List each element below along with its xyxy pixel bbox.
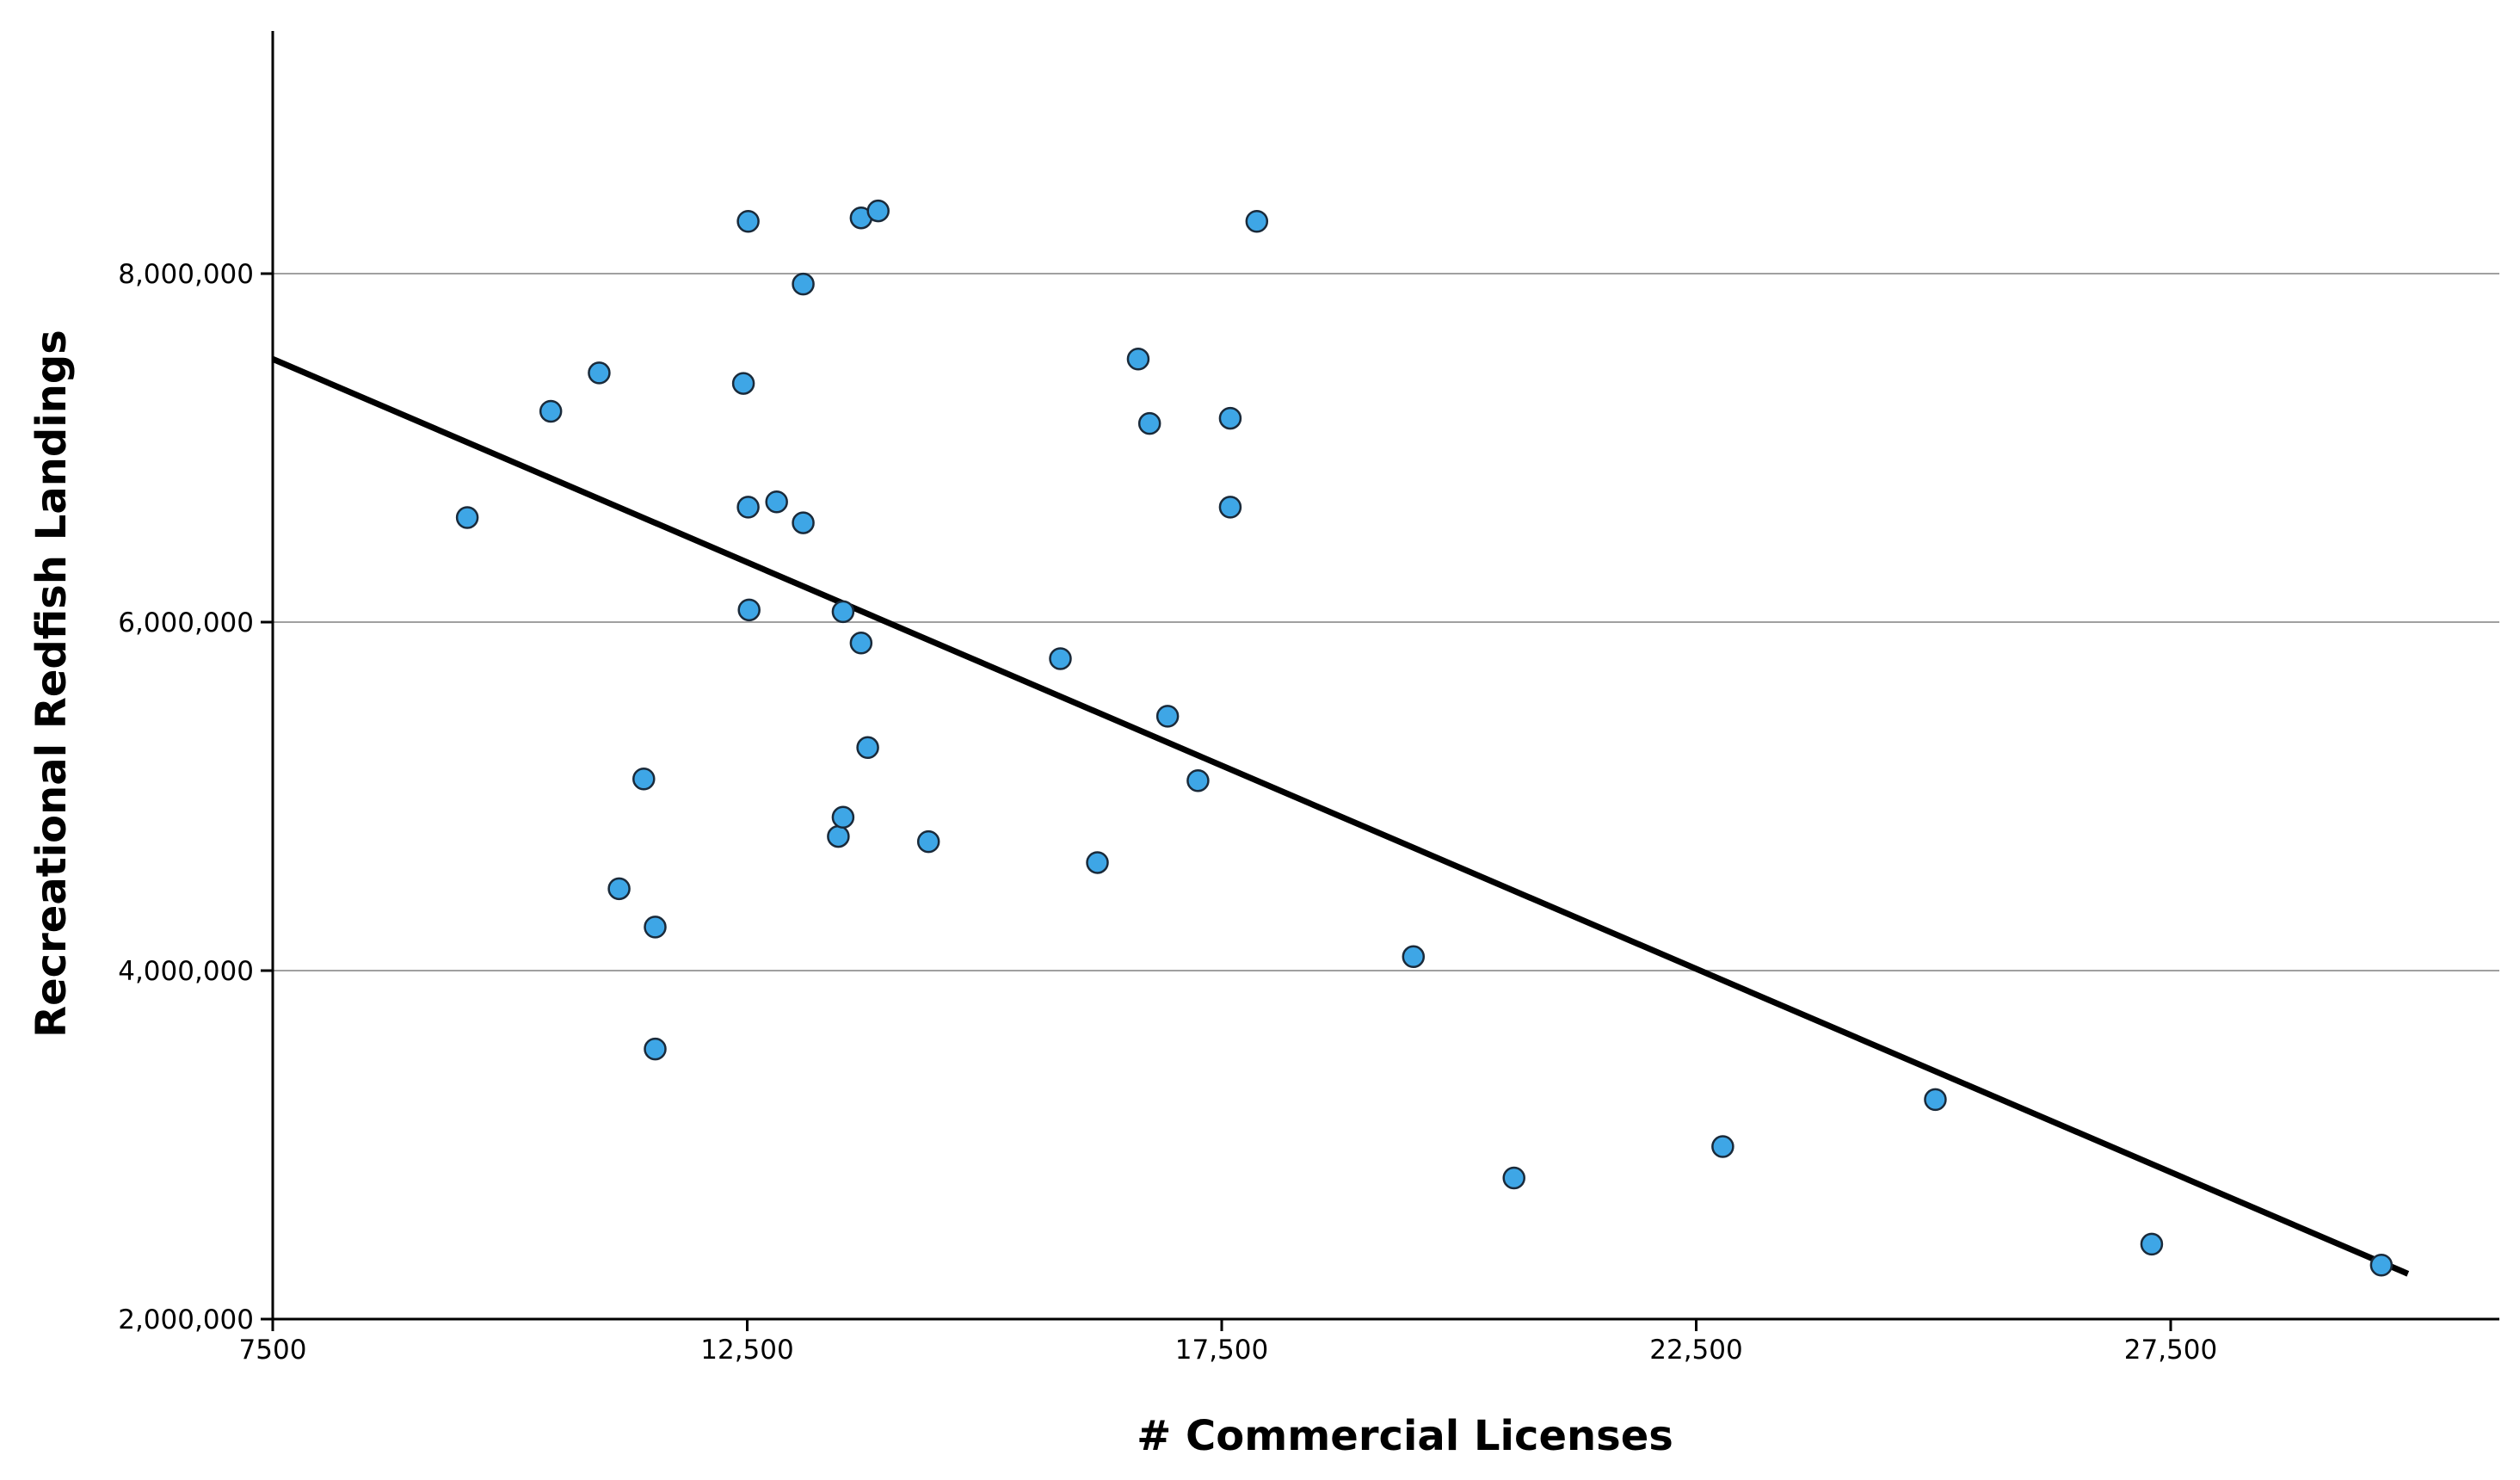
data-point bbox=[1186, 769, 1210, 792]
data-point bbox=[866, 199, 890, 223]
data-point bbox=[1924, 1088, 1947, 1112]
axes bbox=[271, 31, 2499, 1321]
data-point bbox=[792, 511, 815, 534]
data-point bbox=[856, 736, 879, 760]
y-axis-ticks: 2,000,000 4,000,000 6,000,000 8,000,000 bbox=[118, 259, 273, 1335]
data-point bbox=[737, 598, 761, 622]
data-points bbox=[455, 199, 2394, 1277]
data-point bbox=[588, 361, 611, 385]
y-axis-title: Recreational Redfish Landings bbox=[28, 330, 76, 1038]
gridlines bbox=[273, 273, 2499, 971]
data-point bbox=[632, 768, 656, 791]
data-point bbox=[831, 600, 855, 624]
x-tick-label: 17,500 bbox=[1175, 1335, 1268, 1366]
data-point bbox=[765, 490, 788, 514]
data-point bbox=[644, 1037, 667, 1061]
data-point bbox=[644, 916, 667, 939]
data-point bbox=[1155, 705, 1180, 728]
data-point bbox=[792, 272, 815, 296]
data-point bbox=[539, 399, 563, 423]
fit-line-group bbox=[271, 356, 2410, 1277]
data-point bbox=[731, 372, 755, 395]
data-point bbox=[1711, 1135, 1734, 1158]
data-point bbox=[849, 632, 873, 655]
fit-line bbox=[271, 356, 2410, 1277]
y-tick-label: 4,000,000 bbox=[118, 956, 254, 987]
x-tick-label: 7500 bbox=[239, 1335, 307, 1366]
y-tick-label: 8,000,000 bbox=[118, 259, 254, 290]
data-point bbox=[1218, 406, 1242, 430]
x-tick-label: 12,500 bbox=[700, 1335, 793, 1366]
data-point bbox=[607, 877, 631, 901]
data-point bbox=[1402, 945, 1426, 969]
data-point bbox=[1502, 1166, 1525, 1190]
x-tick-label: 22,500 bbox=[1649, 1335, 1742, 1366]
data-point bbox=[916, 829, 940, 854]
data-point bbox=[827, 824, 850, 848]
y-tick-label: 2,000,000 bbox=[118, 1304, 254, 1335]
data-point bbox=[736, 210, 760, 233]
x-tick-label: 27,500 bbox=[2124, 1335, 2217, 1366]
data-point bbox=[1049, 647, 1072, 670]
data-point bbox=[1126, 347, 1150, 371]
data-point bbox=[1137, 411, 1161, 435]
data-point bbox=[736, 496, 760, 519]
data-point bbox=[1218, 496, 1242, 519]
data-point bbox=[831, 805, 855, 829]
data-point bbox=[1086, 851, 1109, 874]
y-tick-label: 6,000,000 bbox=[118, 607, 254, 638]
data-point bbox=[2140, 1232, 2164, 1256]
data-point bbox=[1245, 210, 1269, 233]
x-axis-title: # Commercial Licenses bbox=[1137, 1412, 1673, 1460]
data-point bbox=[455, 506, 479, 529]
x-axis-ticks: 7500 12,500 17,500 22,500 27,500 bbox=[239, 1319, 2217, 1366]
data-point bbox=[2369, 1253, 2394, 1277]
